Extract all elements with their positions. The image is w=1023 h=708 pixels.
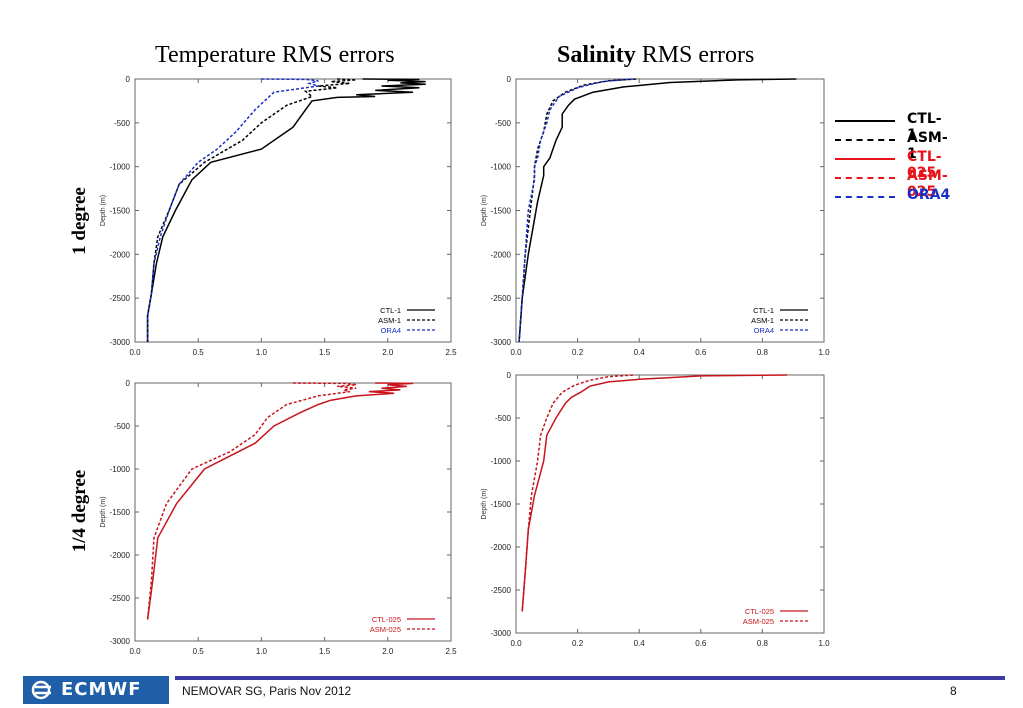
y-tick-label: -3000 <box>110 338 131 347</box>
y-axis-label: Depth (m) <box>481 488 488 519</box>
salinity-title-rest: RMS errors <box>635 42 755 68</box>
series-line-ctl-1 <box>518 78 797 343</box>
ecmwf-logo: ECMWF <box>23 676 169 704</box>
y-axis-label: Depth (m) <box>100 195 107 226</box>
inner-legend-label: CTL-1 <box>753 306 774 315</box>
x-tick-label: 0.6 <box>695 348 707 357</box>
y-tick-label: -500 <box>114 119 131 128</box>
legend-line <box>835 158 895 160</box>
ecmwf-logo-icon <box>31 680 51 700</box>
y-tick-label: -2500 <box>491 586 512 595</box>
inner-legend-label: CTL-1 <box>380 306 401 315</box>
x-tick-label: 0.8 <box>757 348 769 357</box>
series-line-ora4 <box>146 78 319 342</box>
y-tick-label: -1500 <box>491 207 512 216</box>
y-tick-label: -2500 <box>110 294 131 303</box>
series-line-ctl-1 <box>146 78 426 342</box>
y-tick-label: -1500 <box>110 508 131 517</box>
x-tick-label: 1.5 <box>319 647 331 656</box>
x-tick-label: 0.2 <box>572 639 584 648</box>
legend-line <box>835 177 895 179</box>
y-tick-label: -1000 <box>491 163 512 172</box>
x-tick-label: 0.0 <box>129 348 141 357</box>
legend-label: CTL-025 <box>907 149 942 181</box>
legend-line <box>835 196 895 198</box>
y-tick-label: -3000 <box>491 629 512 638</box>
x-tick-label: 0.0 <box>129 647 141 656</box>
x-tick-label: 0.8 <box>757 639 769 648</box>
rms-plots: 0.0 0.5 1.0 1.5 2.0 2.5 0 -500 -1000 -1500 -2000 -2… <box>100 75 830 656</box>
inner-legend-label: ASM-025 <box>370 625 401 634</box>
series-line-asm-025 <box>521 374 634 612</box>
plot-frame-3 <box>515 374 825 634</box>
legend-label: ASM-025 <box>907 168 948 200</box>
x-tick-label: 0.2 <box>572 348 584 357</box>
x-tick-label: 0.5 <box>193 348 205 357</box>
series-line-ctl-025 <box>521 374 788 612</box>
y-tick-label: -3000 <box>491 338 512 347</box>
inner-legend-label: ORA4 <box>381 326 401 335</box>
series-line-asm-025 <box>146 382 357 620</box>
x-tick-label: 0.6 <box>695 639 707 648</box>
y-tick-label: -500 <box>495 119 512 128</box>
y-tick-label: -2500 <box>110 594 131 603</box>
x-tick-label: 1.5 <box>319 348 331 357</box>
y-tick-label: 0 <box>507 371 512 380</box>
inner-legend-label: CTL-025 <box>745 607 774 616</box>
y-tick-label: 0 <box>507 75 512 84</box>
footer-caption: NEMOVAR SG, Paris Nov 2012 <box>182 684 352 698</box>
series-line-ctl-025 <box>146 382 414 620</box>
x-tick-label: 1.0 <box>818 639 830 648</box>
x-tick-label: 2.0 <box>382 348 394 357</box>
inner-legend-label: ASM-1 <box>751 316 774 325</box>
x-tick-label: 2.5 <box>445 348 457 357</box>
y-tick-label: -3000 <box>110 637 131 646</box>
inner-legend-label: ASM-1 <box>378 316 401 325</box>
plot-frame-2 <box>134 382 452 642</box>
inner-legend-label: CTL-025 <box>372 615 401 624</box>
series-line-asm-1 <box>146 78 357 342</box>
y-tick-label: 0 <box>126 379 131 388</box>
x-tick-label: 2.0 <box>382 647 394 656</box>
legend-label: ASM-1 <box>907 130 948 162</box>
y-tick-label: 0 <box>126 75 131 84</box>
x-tick-label: 2.5 <box>445 647 457 656</box>
plot-frame-0 <box>134 78 452 343</box>
y-tick-label: -1500 <box>491 500 512 509</box>
legend-label: CTL-1 <box>907 111 942 143</box>
y-tick-label: -2000 <box>491 250 512 259</box>
ecmwf-logo-text: ECMWF <box>61 679 142 700</box>
footer-rule <box>175 676 1005 680</box>
y-tick-label: -1000 <box>110 163 131 172</box>
y-tick-label: -500 <box>114 422 131 431</box>
x-tick-label: 0.0 <box>510 639 522 648</box>
page-number: 8 <box>950 684 957 698</box>
x-tick-label: 0.5 <box>193 647 205 656</box>
x-tick-label: 1.0 <box>818 348 830 357</box>
y-tick-label: -2000 <box>110 250 131 259</box>
y-axis-label: Depth (m) <box>100 496 107 527</box>
y-tick-label: -2000 <box>110 551 131 560</box>
x-tick-label: 1.0 <box>256 348 268 357</box>
x-tick-label: 0.4 <box>634 348 646 357</box>
y-tick-label: -2500 <box>491 294 512 303</box>
y-axis-label: Depth (m) <box>481 195 488 226</box>
x-tick-label: 0.4 <box>634 639 646 648</box>
footer <box>0 673 1023 708</box>
legend-line <box>835 139 895 141</box>
y-tick-label: -1000 <box>110 465 131 474</box>
x-tick-label: 0.0 <box>510 348 522 357</box>
y-tick-label: -2000 <box>491 543 512 552</box>
legend-label: ORA4 <box>907 187 951 203</box>
salinity-title-bold: Salinity <box>557 42 636 68</box>
temperature-title: Temperature RMS errors <box>155 42 395 68</box>
y-tick-label: -500 <box>495 414 512 423</box>
salinity-title: Salinity RMS errors <box>557 42 754 69</box>
x-tick-label: 1.0 <box>256 647 268 656</box>
y-tick-label: -1000 <box>491 457 512 466</box>
y-tick-label: -1500 <box>110 207 131 216</box>
inner-legend-label: ASM-025 <box>743 617 774 626</box>
legend-line <box>835 120 895 122</box>
inner-legend-label: ORA4 <box>754 326 774 335</box>
